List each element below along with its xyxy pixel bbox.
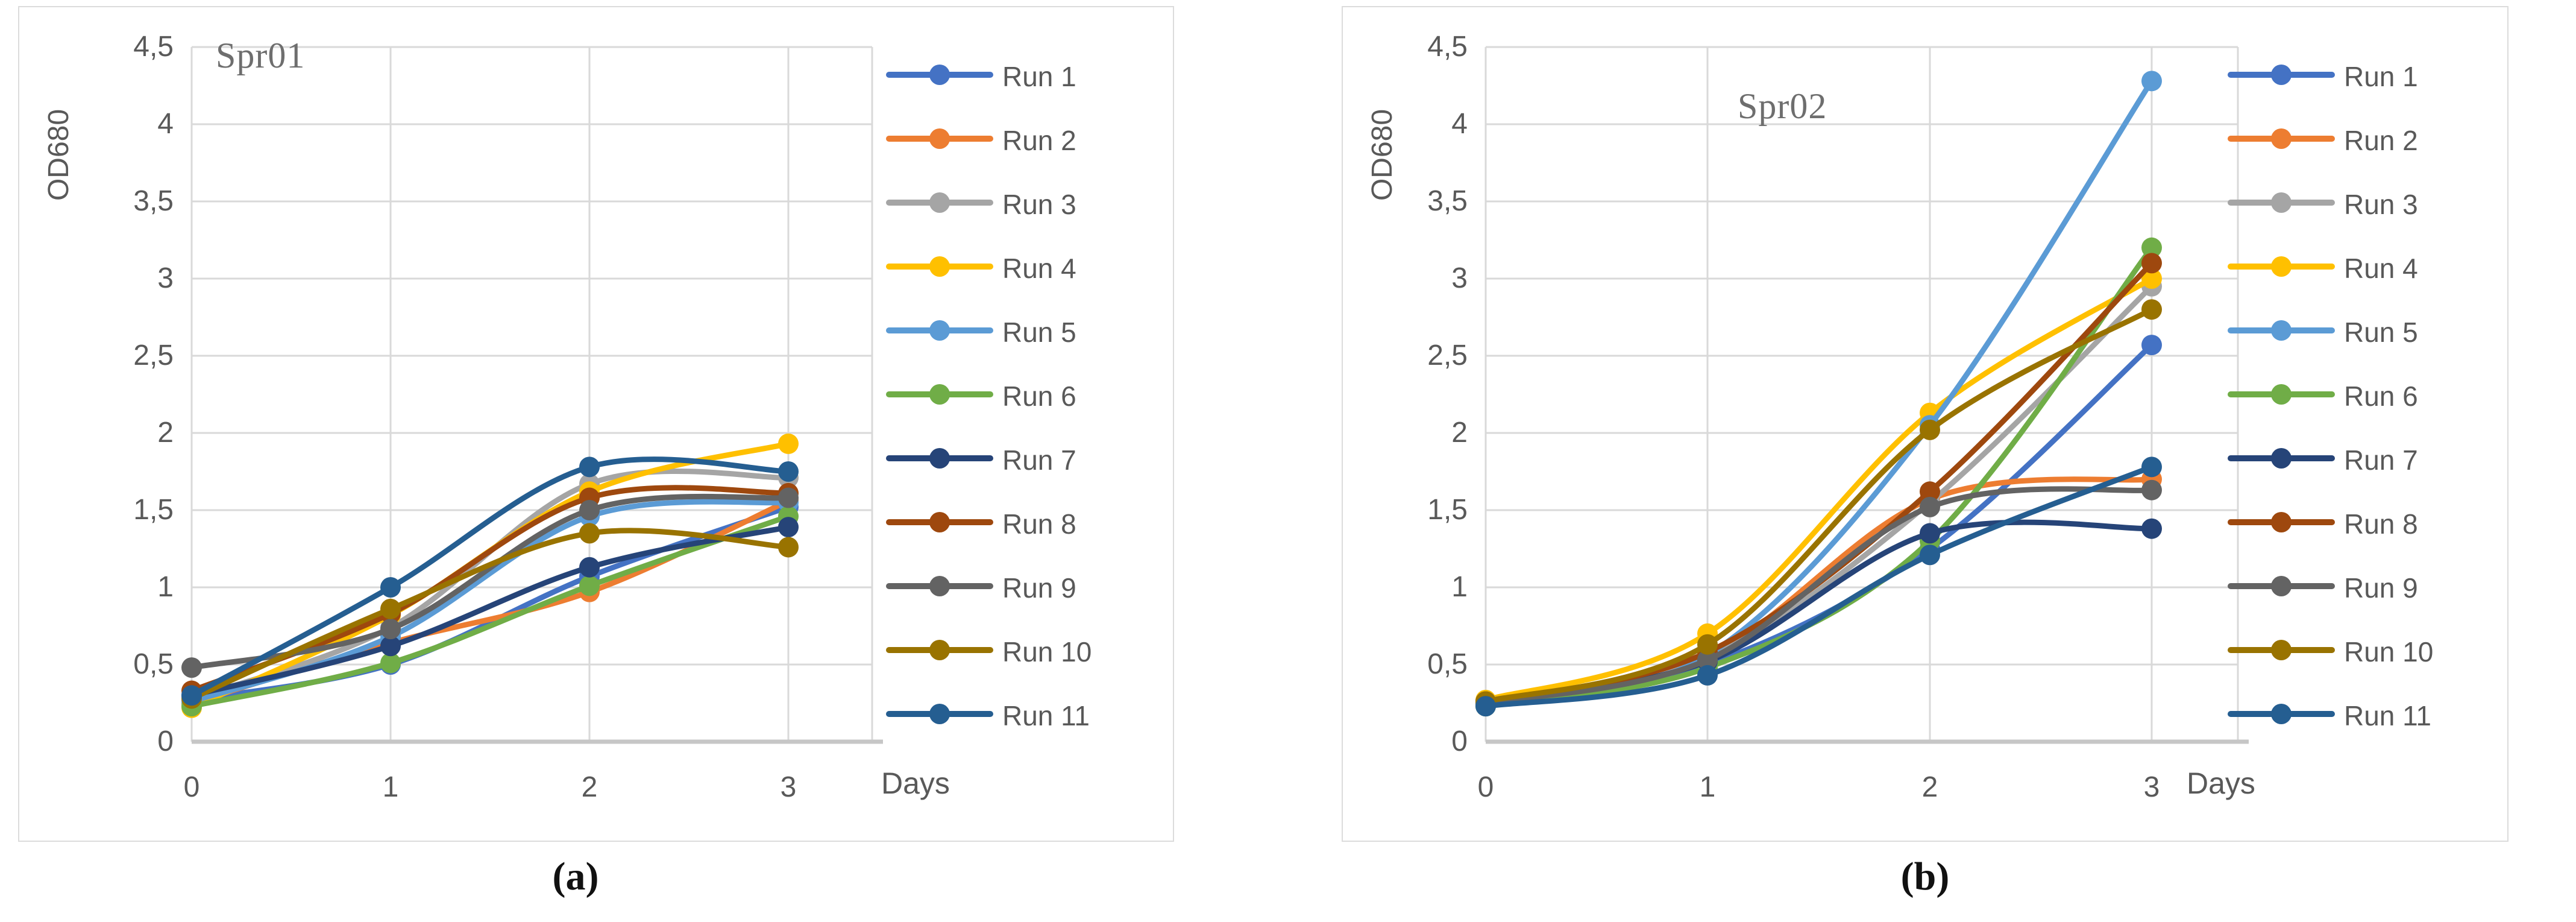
run-11-point-day-3 <box>2141 456 2162 478</box>
chart-title-spr01: Spr01 <box>216 36 306 75</box>
run-10-point-day-1 <box>380 598 401 619</box>
run-9-point-day-3 <box>778 487 799 508</box>
run-5-point-day-3 <box>2141 71 2162 92</box>
run-4-point-day-3 <box>778 433 799 454</box>
run-6-point-day-1 <box>380 652 401 674</box>
run-11-point-day-1 <box>1697 665 1718 686</box>
series-run-11 <box>1475 456 2162 717</box>
run-11-point-day-2 <box>1920 545 1940 566</box>
run-9-point-day-3 <box>2141 479 2162 500</box>
series-run-10 <box>181 523 799 709</box>
series-run-10 <box>1475 299 2162 712</box>
run-10-line <box>189 528 791 701</box>
run-10-point-day-3 <box>778 537 799 558</box>
series-run-3 <box>1475 276 2162 715</box>
plot-area-spr01 <box>181 46 883 744</box>
run-10-line <box>1483 306 2155 704</box>
run-11-point-day-1 <box>380 577 401 598</box>
run-9-point-day-2 <box>579 500 600 520</box>
run-6-point-day-3 <box>2141 237 2162 258</box>
run-7-point-day-2 <box>1920 523 1940 544</box>
run-10-point-day-1 <box>1697 634 1718 655</box>
run-11-point-day-0 <box>1475 696 1496 717</box>
run-4-point-day-3 <box>2141 268 2162 289</box>
series-run-8 <box>1475 253 2162 712</box>
run-7-point-day-1 <box>380 636 401 657</box>
run-9-point-day-1 <box>1697 649 1718 671</box>
subfigure-caption-b: (b) <box>1900 854 1950 898</box>
run-4-line <box>1483 276 2155 703</box>
run-6-point-day-2 <box>579 575 600 596</box>
run-11-point-day-0 <box>181 685 202 706</box>
run-11-point-day-2 <box>579 456 600 478</box>
run-7-point-day-2 <box>579 557 600 578</box>
plot-area-spr02 <box>1475 46 2249 744</box>
run-9-line <box>1483 486 2155 706</box>
x-axis-title: Days <box>881 766 950 800</box>
run-10-point-day-2 <box>1920 419 1940 440</box>
run-11-line <box>189 456 791 698</box>
y-axis-title: OD680 <box>1366 109 1398 201</box>
run-9-point-day-2 <box>1920 496 1940 517</box>
run-7-line <box>189 524 791 698</box>
run-10-point-day-2 <box>579 523 600 544</box>
run-11-point-day-3 <box>778 461 799 482</box>
run-9-point-day-1 <box>380 619 401 640</box>
run-9-point-day-0 <box>181 657 202 678</box>
series-run-9 <box>1475 479 2162 713</box>
run-7-point-day-3 <box>778 517 799 538</box>
run-11-line <box>1483 464 2155 709</box>
y-axis-title: OD680 <box>43 109 75 201</box>
run-7-point-day-3 <box>2141 518 2162 539</box>
run-8-point-day-3 <box>2141 253 2162 274</box>
run-6-line <box>189 513 791 709</box>
run-3-line <box>1483 283 2155 708</box>
run-7-line <box>1483 519 2155 704</box>
run-10-point-day-3 <box>2141 299 2162 320</box>
series-run-11 <box>181 456 799 706</box>
run-1-point-day-3 <box>2141 335 2162 356</box>
run-8-line <box>1483 260 2155 704</box>
x-axis-title: Days <box>2187 766 2255 800</box>
chart-title-spr02: Spr02 <box>1738 86 1827 126</box>
run-8-point-day-2 <box>1920 481 1940 502</box>
subfigure-caption-a: (a) <box>552 854 599 898</box>
